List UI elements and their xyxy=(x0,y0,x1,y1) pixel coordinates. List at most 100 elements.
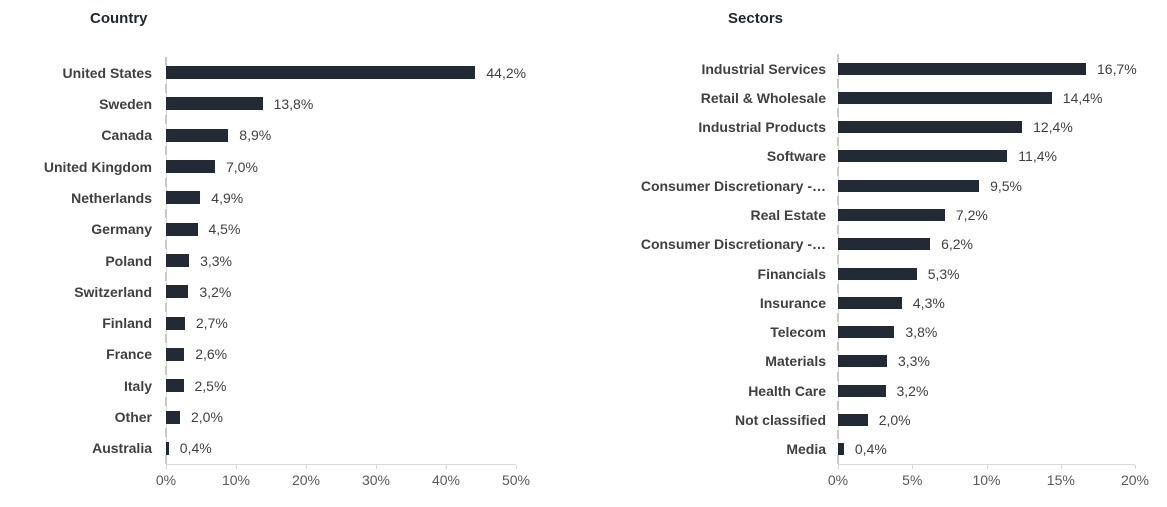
category-axis-tick xyxy=(165,209,167,218)
value-label: 4,9% xyxy=(211,189,244,206)
bar-track: 8,9% xyxy=(166,127,583,144)
category-label: Switzerland xyxy=(74,283,152,300)
bar-track: 2,6% xyxy=(166,346,583,363)
value-label: 7,2% xyxy=(955,207,988,224)
axis-tick xyxy=(1135,465,1136,469)
bar-row: Software 11,4% xyxy=(583,142,1167,171)
bar-row: Not classified 2,0% xyxy=(583,405,1167,434)
bar xyxy=(838,238,931,251)
bar-row: Sweden 13,8% xyxy=(0,88,583,119)
value-label: 2,6% xyxy=(195,346,228,363)
bar xyxy=(838,384,886,397)
bar xyxy=(166,254,190,268)
category-label: Finland xyxy=(102,315,152,332)
value-label: 9,5% xyxy=(990,177,1023,194)
category-axis-tick xyxy=(837,455,839,464)
bar-row: Finland 2,7% xyxy=(0,308,583,339)
category-label: Health Care xyxy=(748,382,826,399)
bar-row: Financials 5,3% xyxy=(583,259,1167,288)
axis-tick xyxy=(446,465,447,469)
value-label: 5,3% xyxy=(927,265,960,282)
axis-tick xyxy=(166,465,167,469)
bar xyxy=(838,209,945,222)
bar xyxy=(838,443,844,456)
value-axis: 0% 5% 10% 15% 20% xyxy=(828,464,1149,490)
sectors-chart: Sectors Industrial Services 16,7% Retail &… xyxy=(583,0,1167,507)
bar xyxy=(838,267,917,280)
bar-row: Industrial Services 16,7% xyxy=(583,54,1167,83)
bar-track: 4,9% xyxy=(166,189,583,206)
category-axis-tick xyxy=(837,108,839,118)
bar-track: 6,2% xyxy=(838,236,1167,252)
category-axis-tick xyxy=(165,177,167,187)
category-label: Industrial Services xyxy=(701,60,826,77)
bar xyxy=(166,441,169,455)
bar-row: France 2,6% xyxy=(0,339,583,370)
bar xyxy=(838,150,1008,163)
category-axis-tick xyxy=(837,342,839,352)
category-axis-tick xyxy=(837,225,839,235)
category-axis-tick xyxy=(165,396,167,406)
category-label: Not classified xyxy=(734,412,826,429)
bar-track: 3,3% xyxy=(838,353,1167,369)
bar xyxy=(166,222,198,236)
bar-row: Telecom 3,8% xyxy=(583,318,1167,347)
value-label: 4,3% xyxy=(912,294,945,311)
category-label: Materials xyxy=(765,353,826,370)
category-axis-tick xyxy=(165,303,167,312)
bar-row: Insurance 4,3% xyxy=(583,288,1167,317)
axis-tick-label: 5% xyxy=(902,472,923,488)
category-axis-tick xyxy=(165,271,167,281)
bar-track: 2,0% xyxy=(166,409,583,426)
bar-track: 3,8% xyxy=(838,324,1167,340)
bar-row: Netherlands 4,9% xyxy=(0,182,583,213)
axis-tick-label: 0% xyxy=(155,472,177,488)
bar xyxy=(166,66,476,80)
category-label: United Kingdom xyxy=(43,158,152,175)
bar-track: 4,5% xyxy=(166,221,583,237)
bar-row: United Kingdom 7,0% xyxy=(0,151,583,182)
bar xyxy=(838,355,887,368)
value-label: 8,9% xyxy=(239,127,272,144)
value-label: 2,0% xyxy=(191,409,223,426)
category-label: Australia xyxy=(92,440,152,457)
bar xyxy=(166,160,215,174)
category-axis-tick xyxy=(165,365,167,375)
value-label: 13,8% xyxy=(273,95,314,112)
bar xyxy=(166,285,189,299)
axis-tick xyxy=(838,465,839,469)
axis-tick-label: 30% xyxy=(361,472,391,488)
bar xyxy=(166,410,180,424)
bar-track: 7,0% xyxy=(166,159,583,175)
category-axis-tick xyxy=(837,400,839,410)
bar-row: Canada 8,9% xyxy=(0,120,583,151)
bar-track: 3,2% xyxy=(166,284,583,300)
category-axis-tick xyxy=(165,146,167,156)
category-axis-tick xyxy=(837,313,839,323)
axis-tick xyxy=(986,465,988,469)
category-axis-tick xyxy=(165,428,167,438)
bar-track: 16,7% xyxy=(838,61,1167,77)
category-label: Canada xyxy=(101,127,152,144)
value-label: 0,4% xyxy=(854,441,887,458)
category-label: United States xyxy=(62,64,152,81)
bar-row: Poland 3,3% xyxy=(0,245,583,276)
bar xyxy=(838,91,1052,104)
category-axis-tick xyxy=(837,166,839,176)
axis-tick xyxy=(236,465,237,469)
bar-track: 5,3% xyxy=(838,265,1167,282)
bar-track: 14,4% xyxy=(838,90,1167,106)
axis-tick-label: 15% xyxy=(1046,472,1075,488)
category-axis-tick xyxy=(837,137,839,147)
value-axis: 0% 10% 20% 30% 40% 50% xyxy=(156,464,530,490)
bar-row: Real Estate 7,2% xyxy=(583,200,1167,229)
axis-tick xyxy=(912,465,914,469)
axis-tick xyxy=(1060,465,1062,469)
axis-tick xyxy=(376,465,377,469)
category-label: Sweden xyxy=(99,95,152,112)
bar-track: 0,4% xyxy=(166,440,583,456)
bar-track: 13,8% xyxy=(166,95,583,112)
bar xyxy=(166,316,185,330)
bar-track: 2,5% xyxy=(166,378,583,394)
